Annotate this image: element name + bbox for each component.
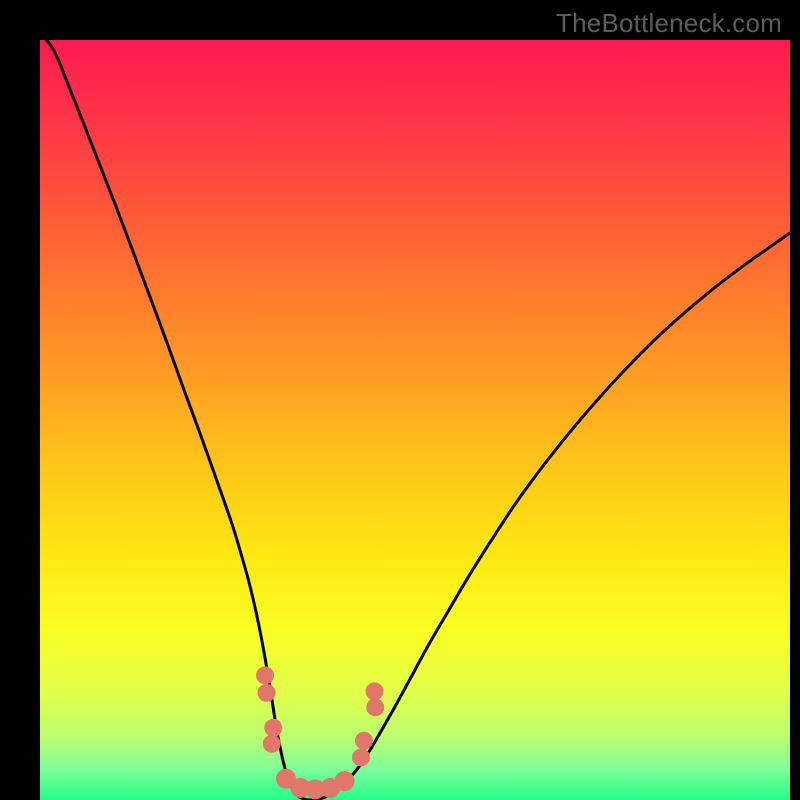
chart-frame: TheBottleneck.com — [0, 0, 800, 800]
curve-marker — [263, 735, 281, 753]
curve-marker — [366, 698, 384, 716]
curve-marker — [258, 684, 276, 702]
bottleneck-curve-plot — [0, 0, 800, 800]
curve-marker — [366, 682, 384, 700]
curve-marker — [335, 771, 355, 791]
plot-background — [40, 40, 790, 800]
curve-marker — [264, 719, 282, 737]
curve-marker — [352, 748, 370, 766]
curve-marker — [256, 666, 274, 684]
curve-marker — [355, 732, 373, 750]
